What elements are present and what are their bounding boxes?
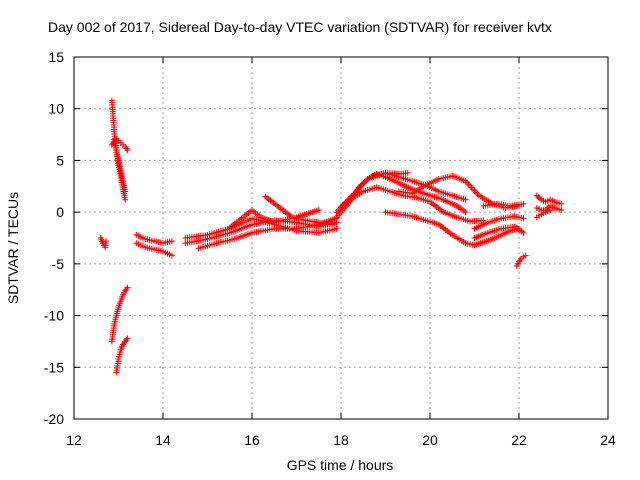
data-point — [124, 335, 131, 342]
series-track-g — [133, 240, 175, 259]
series-track-f — [113, 335, 131, 376]
x-tick-label: 24 — [600, 432, 616, 448]
data-point — [480, 217, 487, 224]
y-tick-label: -20 — [44, 411, 64, 427]
data-point — [462, 209, 469, 216]
data-points — [97, 97, 565, 376]
data-point — [343, 197, 350, 204]
data-point — [122, 188, 129, 195]
data-point — [338, 203, 344, 210]
data-point — [520, 215, 527, 222]
grid — [74, 57, 608, 419]
y-tick-label: -10 — [44, 308, 64, 324]
x-tick-label: 20 — [422, 432, 438, 448]
data-point — [340, 200, 347, 207]
x-tick-label: 16 — [244, 432, 260, 448]
series-track-v — [471, 223, 527, 241]
y-tick-label: 15 — [48, 49, 64, 65]
data-point — [349, 192, 356, 199]
data-point — [124, 284, 131, 291]
axis-ticks: 12 14 16 18 20 22 24 -20 -15 -10 -5 0 5 10 15 — [44, 49, 616, 448]
data-point — [533, 192, 540, 199]
data-point — [124, 147, 131, 154]
data-point — [122, 196, 129, 203]
x-axis-label: GPS time / hours — [286, 457, 394, 473]
data-point — [404, 169, 411, 176]
y-tick-label: 5 — [56, 152, 64, 168]
data-point — [520, 200, 527, 207]
data-point — [103, 238, 110, 245]
data-point — [558, 200, 565, 207]
data-point — [547, 207, 554, 214]
series-track-e — [108, 284, 131, 345]
x-tick-label: 22 — [511, 432, 527, 448]
series-track-m — [262, 193, 336, 228]
y-tick-label: 0 — [56, 204, 64, 220]
plot-frame — [73, 56, 609, 420]
x-tick-label: 18 — [333, 432, 349, 448]
data-point — [462, 196, 469, 203]
series-track-z — [533, 207, 554, 221]
data-point — [520, 229, 527, 236]
series-track-s — [382, 209, 522, 249]
series-track-w — [513, 252, 529, 269]
series-track-u — [480, 200, 527, 209]
y-tick-label: -5 — [52, 256, 65, 272]
y-tick-label: 10 — [48, 101, 64, 117]
series-track-q — [369, 169, 411, 179]
data-point — [339, 202, 346, 209]
data-point — [558, 207, 565, 214]
chart-title: Day 002 of 2017, Sidereal Day-to-day VTE… — [48, 19, 552, 35]
data-point — [345, 196, 352, 203]
data-point — [522, 252, 529, 259]
data-point — [329, 221, 336, 228]
data-point — [168, 238, 175, 245]
data-point — [123, 145, 130, 152]
data-point — [535, 193, 542, 200]
data-point — [346, 195, 353, 202]
data-point — [168, 252, 175, 259]
series-track-a — [97, 235, 110, 251]
x-tick-label: 12 — [66, 432, 82, 448]
data-point — [342, 199, 349, 206]
series-track-y — [533, 202, 565, 214]
y-tick-label: -15 — [44, 359, 64, 375]
series-track-j — [182, 215, 340, 241]
series-track-t — [471, 213, 527, 232]
series-track-d — [108, 136, 131, 154]
data-point — [333, 225, 340, 232]
x-tick-label: 14 — [155, 432, 171, 448]
series-track-x — [533, 192, 565, 207]
data-point — [348, 193, 355, 200]
series-track-h — [133, 231, 175, 247]
data-point — [536, 195, 543, 202]
data-point — [315, 207, 322, 214]
